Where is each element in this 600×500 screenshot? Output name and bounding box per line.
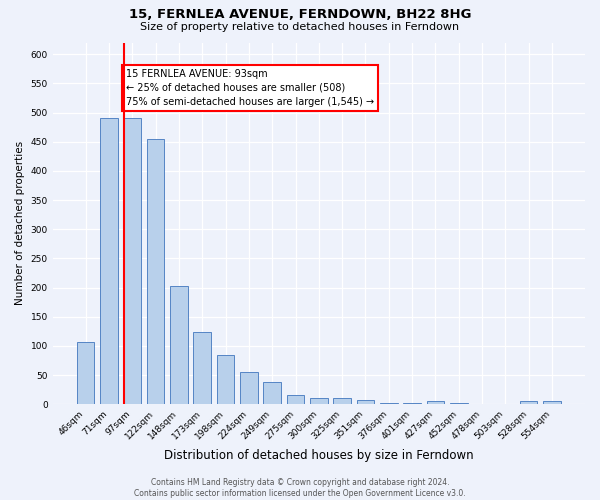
Y-axis label: Number of detached properties: Number of detached properties	[15, 142, 25, 306]
Text: Contains HM Land Registry data © Crown copyright and database right 2024.
Contai: Contains HM Land Registry data © Crown c…	[134, 478, 466, 498]
Text: 15 FERNLEA AVENUE: 93sqm
← 25% of detached houses are smaller (508)
75% of semi-: 15 FERNLEA AVENUE: 93sqm ← 25% of detach…	[126, 69, 374, 107]
Bar	[124, 118, 141, 404]
Bar	[77, 342, 94, 404]
Bar	[147, 139, 164, 404]
Bar	[100, 118, 118, 404]
Bar	[193, 332, 211, 404]
X-axis label: Distribution of detached houses by size in Ferndown: Distribution of detached houses by size …	[164, 450, 473, 462]
Bar	[450, 403, 467, 404]
Text: 15, FERNLEA AVENUE, FERNDOWN, BH22 8HG: 15, FERNLEA AVENUE, FERNDOWN, BH22 8HG	[129, 8, 471, 20]
Bar	[544, 400, 561, 404]
Bar	[240, 372, 257, 404]
Bar	[380, 403, 398, 404]
Bar	[357, 400, 374, 404]
Bar	[263, 382, 281, 404]
Bar	[334, 398, 351, 404]
Bar	[427, 402, 444, 404]
Bar	[287, 395, 304, 404]
Bar	[310, 398, 328, 404]
Text: Size of property relative to detached houses in Ferndown: Size of property relative to detached ho…	[140, 22, 460, 32]
Bar	[403, 403, 421, 404]
Bar	[170, 286, 188, 404]
Bar	[217, 355, 234, 404]
Bar	[520, 400, 538, 404]
